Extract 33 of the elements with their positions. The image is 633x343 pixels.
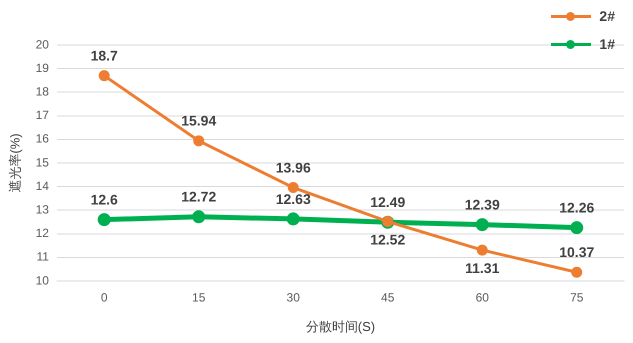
y-axis-title: 遮光率(%): [7, 133, 22, 193]
y-tick-label: 20: [36, 37, 50, 52]
data-label: 12.26: [559, 200, 594, 216]
x-axis-title: 分散时间(S): [306, 318, 376, 334]
y-tick-label: 19: [36, 60, 50, 75]
y-tick-label: 17: [36, 108, 50, 122]
x-tick-label: 15: [192, 290, 206, 305]
data-label: 10.37: [559, 244, 594, 260]
y-tick-label: 10: [36, 273, 50, 288]
legend-label: 2#: [599, 8, 615, 24]
data-label: 12.52: [370, 231, 406, 248]
y-tick-label: 14: [36, 178, 50, 193]
x-tick-label: 0: [100, 290, 108, 305]
x-tick-label: 60: [476, 290, 490, 305]
legend-label: 1#: [599, 36, 615, 52]
y-tick-label: 11: [36, 250, 50, 264]
data-label: 15.94: [181, 112, 216, 129]
y-tick-label: 12: [36, 226, 50, 240]
y-tick-label: 18: [36, 84, 50, 99]
data-label: 12.72: [181, 188, 216, 205]
data-label: 13.96: [276, 159, 311, 176]
data-label: 12.49: [370, 194, 406, 210]
data-label: 12.39: [464, 196, 500, 212]
data-label: 11.31: [465, 260, 500, 276]
x-tick-label: 45: [381, 290, 395, 305]
y-tick-label: 16: [36, 132, 50, 146]
x-tick-label: 30: [286, 290, 300, 305]
y-tick-label: 13: [36, 202, 50, 217]
y-tick-label: 15: [36, 155, 50, 170]
data-label: 12.6: [90, 192, 118, 208]
x-tick-label: 75: [570, 290, 584, 305]
data-label: 12.63: [276, 190, 311, 207]
data-label: 18.7: [90, 48, 118, 64]
